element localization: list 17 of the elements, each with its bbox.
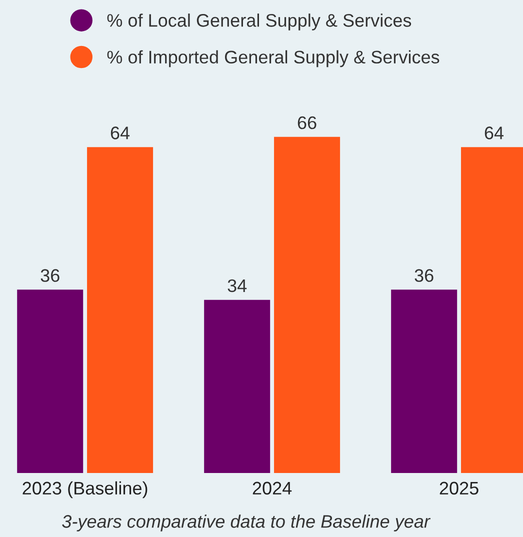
x-tick-label: 2023 (Baseline) xyxy=(22,481,148,498)
bar xyxy=(274,136,340,473)
text: 3-years comparative data to the Baseline year xyxy=(62,514,431,532)
legend-label: % of Imported General Supply & Services xyxy=(107,50,440,68)
legend-label: % of Local General Supply & Services xyxy=(107,14,412,30)
x-tick-label: 2024 xyxy=(252,482,292,495)
data-label: 64 xyxy=(484,126,504,140)
data-label: 36 xyxy=(414,269,434,282)
bar xyxy=(17,290,84,473)
bar xyxy=(391,290,458,473)
data-label: 64 xyxy=(110,126,130,140)
x-tick-label: 2025 xyxy=(440,482,478,495)
bar xyxy=(87,147,154,473)
data-label: 36 xyxy=(40,269,60,282)
data-label: 66 xyxy=(298,116,316,130)
data-label: 34 xyxy=(228,279,247,292)
bar xyxy=(204,300,270,473)
